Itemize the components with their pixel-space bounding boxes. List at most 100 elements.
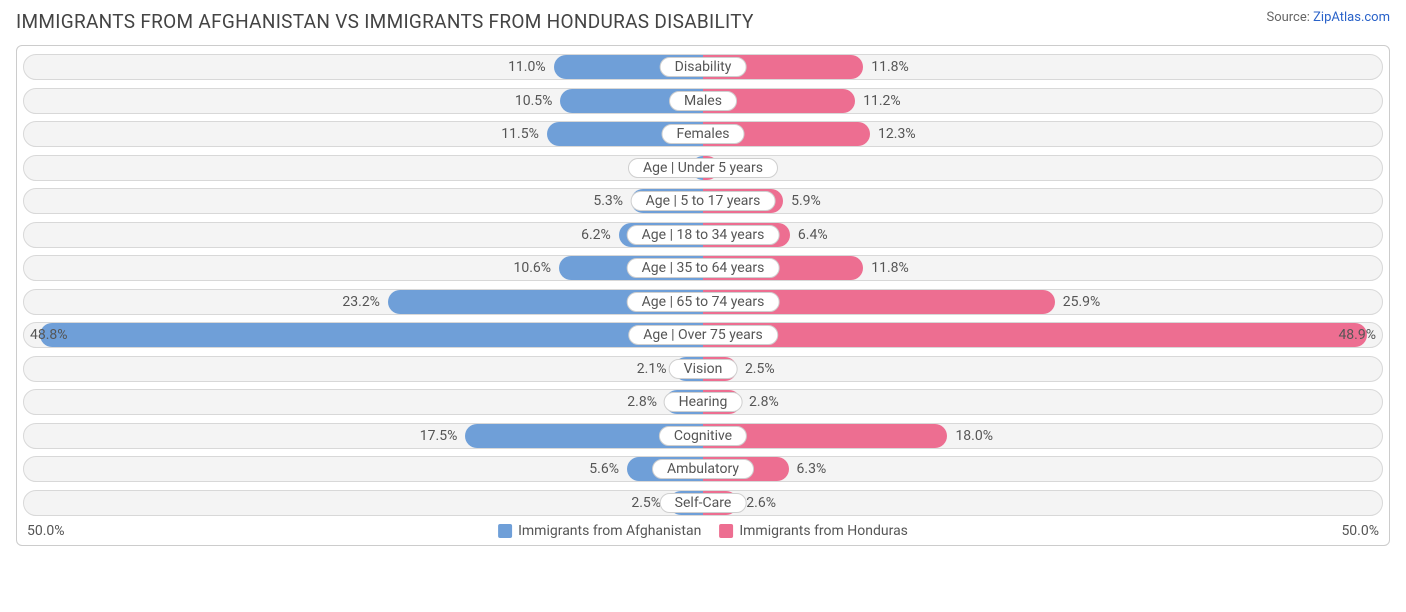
value-label-left: 2.5% [631,495,661,511]
chart-row: 11.0% 11.8% Disability [23,54,1383,80]
row-left-half: 2.1% [24,357,703,381]
value-label-right: 12.3% [878,126,916,142]
legend-item-right: Immigrants from Honduras [719,523,908,539]
value-label-right: 25.9% [1063,294,1101,310]
value-label-left: 2.8% [627,394,657,410]
chart-row: 2.5% 2.6%Self-Care [23,490,1383,516]
row-right-half: 6.3% [703,457,1382,481]
category-label: Hearing [664,392,743,412]
row-left-half: 5.3% [24,189,703,213]
value-label-left: 23.2% [342,294,380,310]
legend-label-left: Immigrants from Afghanistan [518,523,701,539]
bar-left [40,323,703,347]
value-label-left: 5.6% [589,461,619,477]
category-label: Age | 65 to 74 years [627,292,780,312]
chart-title: IMMIGRANTS FROM AFGHANISTAN VS IMMIGRANT… [16,10,754,33]
chart-row: 17.5% 18.0% Cognitive [23,423,1383,449]
header: IMMIGRANTS FROM AFGHANISTAN VS IMMIGRANT… [16,10,1390,33]
chart-row: 10.6% 11.8% Age | 35 to 64 years [23,255,1383,281]
chart-row: 10.5% 11.2% Males [23,88,1383,114]
value-label-left: 17.5% [420,428,458,444]
row-right-half: 1.2% [703,156,1382,180]
value-label-right: 2.5% [745,361,775,377]
value-label-left: 10.5% [515,93,553,109]
chart-row: 48.8% 48.9% Age | Over 75 years [23,322,1383,348]
category-label: Age | Under 5 years [628,158,778,178]
row-right-half: 2.6% [703,491,1382,515]
row-left-half: 5.6% [24,457,703,481]
row-left-half: 2.5% [24,491,703,515]
row-left-half: 10.6% [24,256,703,280]
chart-container: IMMIGRANTS FROM AFGHANISTAN VS IMMIGRANT… [0,0,1406,612]
value-label-right: 6.3% [797,461,827,477]
value-label-left: 48.8% [30,327,68,343]
chart-row: 6.2% 6.4% Age | 18 to 34 years [23,222,1383,248]
row-left-half: 6.2% [24,223,703,247]
category-label: Self-Care [660,493,747,513]
category-label: Males [669,91,737,111]
row-right-half: 48.9% [703,323,1382,347]
value-label-left: 10.6% [514,260,552,276]
category-label: Ambulatory [652,459,754,479]
category-label: Cognitive [659,426,747,446]
category-label: Vision [669,359,738,379]
chart-row: 11.5% 12.3% Females [23,121,1383,147]
chart-row: 2.8% 2.8% Hearing [23,389,1383,415]
legend-swatch-left [498,524,512,538]
value-label-right: 2.8% [749,394,779,410]
category-label: Age | 5 to 17 years [631,191,776,211]
row-right-half: 2.5% [703,357,1382,381]
row-right-half: 11.8% [703,55,1382,79]
value-label-right: 11.8% [871,59,909,75]
chart-footer: 50.0% Immigrants from Afghanistan Immigr… [23,523,1383,539]
row-left-half: 48.8% [24,323,703,347]
legend-item-left: Immigrants from Afghanistan [498,523,701,539]
category-label: Age | Over 75 years [628,325,778,345]
category-label: Age | 18 to 34 years [627,225,780,245]
row-left-half: 11.5% [24,122,703,146]
value-label-right: 18.0% [955,428,993,444]
chart-rows: 11.0% 11.8% Disability 10.5% 11.2% Males 11.5%… [23,54,1383,516]
chart-row: 0.91%1.2%Age | Under 5 years [23,155,1383,181]
row-left-half: 0.91% [24,156,703,180]
chart-row: 23.2% 25.9% Age | 65 to 74 years [23,289,1383,315]
value-label-right: 48.9% [1338,327,1376,343]
row-right-half: 11.2% [703,89,1382,113]
value-label-right: 5.9% [791,193,821,209]
row-right-half: 5.9% [703,189,1382,213]
value-label-left: 6.2% [581,227,611,243]
row-left-half: 11.0% [24,55,703,79]
source-attribution: Source: ZipAtlas.com [1266,10,1390,25]
legend: Immigrants from Afghanistan Immigrants f… [498,523,908,539]
row-left-half: 2.8% [24,390,703,414]
chart-row: 5.3% 5.9% Age | 5 to 17 years [23,188,1383,214]
chart-row: 2.1% 2.5% Vision [23,356,1383,382]
row-left-half: 17.5% [24,424,703,448]
legend-label-right: Immigrants from Honduras [739,523,908,539]
value-label-right: 11.2% [863,93,901,109]
value-label-left: 2.1% [637,361,667,377]
value-label-left: 5.3% [593,193,623,209]
row-right-half: 18.0% [703,424,1382,448]
source-prefix: Source: [1266,10,1313,25]
row-left-half: 23.2% [24,290,703,314]
bar-right [703,323,1367,347]
row-right-half: 6.4% [703,223,1382,247]
value-label-right: 6.4% [798,227,828,243]
diverging-bar-chart: 11.0% 11.8% Disability 10.5% 11.2% Males 11.5%… [16,45,1390,546]
value-label-right: 2.6% [746,495,776,511]
row-right-half: 11.8% [703,256,1382,280]
value-label-right: 11.8% [871,260,909,276]
value-label-left: 11.0% [508,59,546,75]
chart-row: 5.6% 6.3% Ambulatory [23,456,1383,482]
legend-swatch-right [719,524,733,538]
row-left-half: 10.5% [24,89,703,113]
category-label: Disability [660,57,747,77]
category-label: Age | 35 to 64 years [627,258,780,278]
value-label-left: 11.5% [501,126,539,142]
row-right-half: 12.3% [703,122,1382,146]
row-right-half: 2.8% [703,390,1382,414]
category-label: Females [662,124,745,144]
row-right-half: 25.9% [703,290,1382,314]
source-link[interactable]: ZipAtlas.com [1313,10,1390,25]
